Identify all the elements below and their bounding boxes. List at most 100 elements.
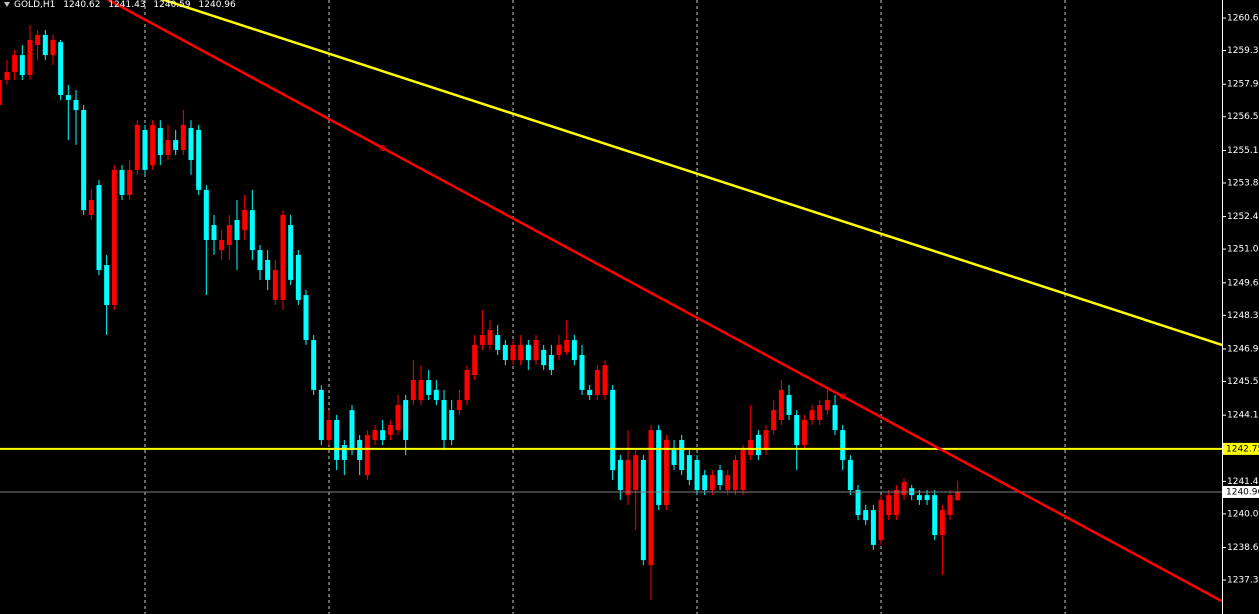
candle-body bbox=[587, 389, 593, 395]
candle-body bbox=[794, 414, 800, 446]
y-tick-label: 1251.05 bbox=[1227, 245, 1259, 255]
candle-body bbox=[0, 79, 2, 105]
candle-body bbox=[341, 445, 347, 460]
candle-body bbox=[188, 128, 194, 161]
candle-body bbox=[372, 430, 378, 440]
candle-body bbox=[295, 254, 301, 300]
candle-body bbox=[357, 439, 363, 460]
candle-body bbox=[510, 344, 516, 361]
candle-body bbox=[924, 495, 930, 500]
hline-label: 1242.75 bbox=[1226, 444, 1259, 454]
candle-body bbox=[840, 430, 846, 460]
y-tick-label: 1257.90 bbox=[1227, 80, 1259, 90]
candle-body bbox=[88, 200, 94, 215]
candle-body bbox=[740, 450, 746, 491]
candle-body bbox=[403, 400, 409, 440]
candle-body bbox=[272, 270, 278, 300]
candle-body bbox=[58, 42, 64, 96]
candle-body bbox=[326, 420, 332, 440]
candle-body bbox=[518, 344, 524, 361]
candle-body bbox=[50, 39, 56, 56]
y-tick-label: 1237.30 bbox=[1227, 576, 1259, 586]
candle-body bbox=[893, 490, 899, 516]
candle-body bbox=[633, 455, 639, 491]
candle-body bbox=[725, 475, 731, 491]
candle-body bbox=[311, 340, 317, 390]
candle-body bbox=[847, 459, 853, 491]
candle-body bbox=[472, 344, 478, 375]
candle-body bbox=[165, 140, 171, 156]
chart-header: GOLD,H1 1240.62 1241.43 1240.59 1240.96 bbox=[14, 0, 236, 10]
candle-body bbox=[702, 475, 708, 491]
candle-body bbox=[778, 389, 784, 421]
header-low: 1240.59 bbox=[153, 0, 190, 10]
candle-body bbox=[4, 71, 10, 80]
candle-body bbox=[886, 495, 892, 516]
candle-body bbox=[349, 410, 355, 451]
candle-body bbox=[939, 510, 945, 536]
candle-body bbox=[119, 169, 125, 195]
candle-body bbox=[127, 169, 133, 195]
candle-body bbox=[748, 439, 754, 456]
candle-body bbox=[111, 169, 117, 305]
candle-body bbox=[226, 225, 232, 246]
candle-body bbox=[426, 380, 432, 395]
candle-body bbox=[709, 475, 715, 491]
y-tick-label: 1259.30 bbox=[1227, 46, 1259, 56]
candle-body bbox=[671, 450, 677, 466]
y-tick-label: 1240.05 bbox=[1227, 509, 1259, 519]
candle-body bbox=[219, 239, 225, 251]
candle-body bbox=[663, 439, 669, 505]
candle-body bbox=[594, 369, 600, 395]
candle-body bbox=[433, 389, 439, 401]
hline-label-box bbox=[1223, 442, 1259, 455]
candle-body bbox=[947, 495, 953, 516]
header-high: 1241.43 bbox=[108, 0, 145, 10]
candle-body bbox=[81, 109, 87, 211]
trendline bbox=[160, 0, 1223, 347]
y-tick-label: 1255.15 bbox=[1227, 146, 1259, 156]
candle-body bbox=[234, 219, 240, 240]
price-label-box bbox=[1223, 485, 1259, 498]
y-tick-label: 1241.40 bbox=[1227, 477, 1259, 487]
candle-body bbox=[303, 295, 309, 341]
y-tick-label: 1238.65 bbox=[1227, 543, 1259, 553]
candle-body bbox=[694, 459, 700, 491]
candle-body bbox=[180, 124, 186, 150]
candle-body bbox=[211, 225, 217, 240]
candle-body bbox=[579, 355, 585, 390]
y-tick-label: 1244.15 bbox=[1227, 411, 1259, 421]
candle-body bbox=[173, 140, 179, 150]
y-tick-label: 1246.90 bbox=[1227, 345, 1259, 355]
candle-body bbox=[625, 459, 631, 496]
candle-body bbox=[456, 400, 462, 411]
candle-body bbox=[916, 495, 922, 500]
candle-body bbox=[686, 455, 692, 480]
candle-body bbox=[410, 380, 416, 401]
candle-body bbox=[42, 34, 48, 56]
candle-body bbox=[648, 430, 654, 566]
candle-body bbox=[771, 410, 777, 431]
candle-body bbox=[556, 344, 562, 356]
candle-body bbox=[801, 420, 807, 446]
candle-body bbox=[464, 369, 470, 401]
candle-body bbox=[732, 459, 738, 491]
candle-body bbox=[533, 340, 539, 361]
trendline bbox=[105, 0, 1223, 603]
candle-body bbox=[288, 225, 294, 280]
candle-body bbox=[27, 39, 33, 76]
candle-body bbox=[65, 95, 71, 100]
candle-body bbox=[955, 491, 961, 501]
candle-body bbox=[541, 349, 547, 366]
candle-body bbox=[157, 128, 163, 156]
trendline-anchor bbox=[379, 145, 386, 152]
candle-body bbox=[525, 344, 531, 361]
candle-body bbox=[809, 410, 815, 421]
candle-body bbox=[863, 510, 869, 521]
candle-body bbox=[150, 124, 156, 166]
candle-body bbox=[571, 340, 577, 361]
y-tick-label: 1256.55 bbox=[1227, 112, 1259, 122]
candle-body bbox=[656, 430, 662, 505]
y-tick-label: 1252.40 bbox=[1227, 212, 1259, 222]
